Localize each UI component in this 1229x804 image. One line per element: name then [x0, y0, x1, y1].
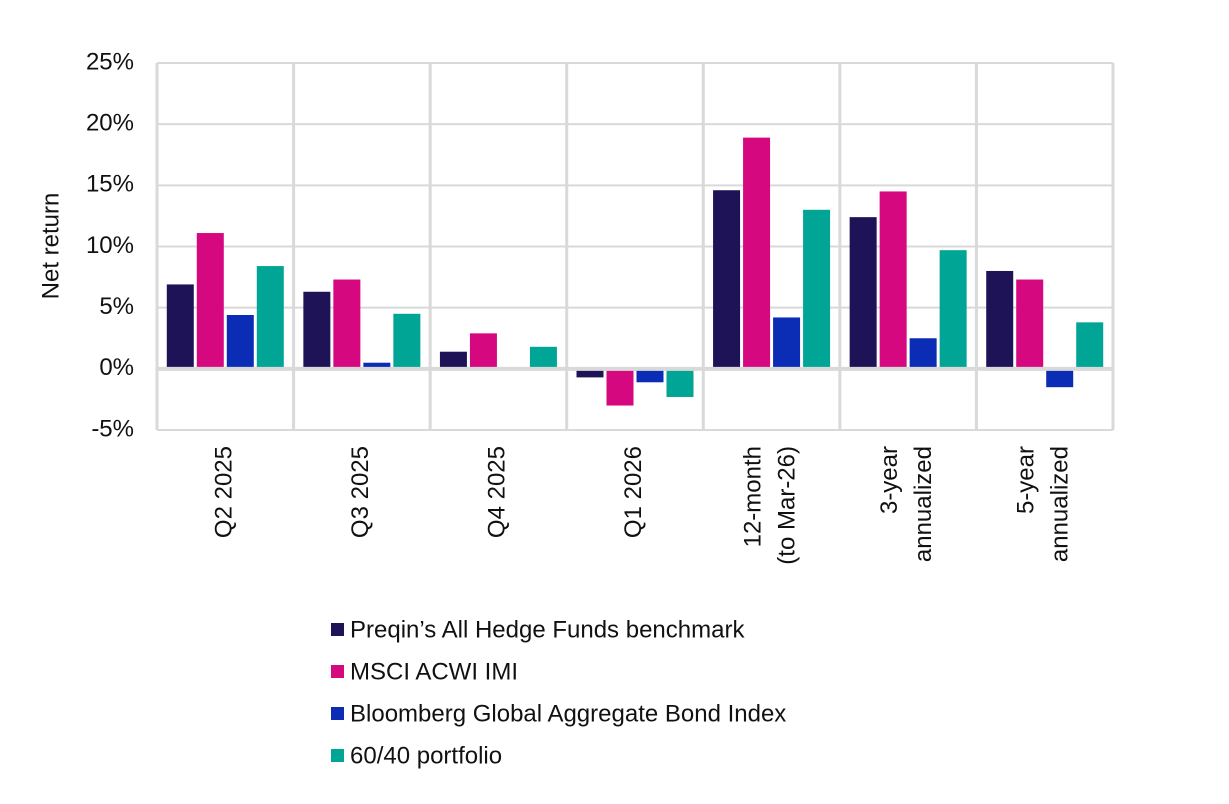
bar — [393, 313, 421, 369]
bar — [849, 217, 877, 369]
y-tick-label: 5% — [99, 293, 134, 320]
bar — [333, 279, 361, 369]
bar — [303, 291, 331, 369]
bar — [529, 346, 557, 369]
x-tick-label: Q4 2025 — [484, 446, 511, 538]
bar — [986, 270, 1014, 369]
x-tick-label-line: annualized — [1047, 446, 1074, 562]
bar — [196, 233, 224, 369]
legend-swatch — [331, 623, 344, 636]
y-tick-label: 25% — [86, 48, 134, 75]
x-tick-label-line: Q2 2025 — [211, 446, 238, 538]
bar — [939, 250, 967, 369]
y-tick-label: 10% — [86, 232, 134, 259]
legend-label: Preqin’s All Hedge Funds benchmark — [350, 616, 745, 643]
bar — [439, 351, 467, 369]
x-tick-label: Q1 2026 — [620, 446, 647, 538]
bar — [879, 191, 907, 369]
x-tick-label: Q3 2025 — [347, 446, 374, 538]
bar — [636, 368, 664, 383]
legend-label: Bloomberg Global Aggregate Bond Index — [350, 700, 786, 727]
x-tick-label-line: 3-year — [876, 446, 903, 514]
bar — [803, 209, 831, 369]
legend-swatch — [331, 707, 344, 720]
y-tick-label: 0% — [99, 354, 134, 381]
bar — [1076, 322, 1104, 369]
bar — [166, 284, 194, 369]
y-tick-label: 15% — [86, 171, 134, 198]
x-tick-label: 3-year annualized — [876, 446, 937, 562]
legend-swatch — [331, 749, 344, 762]
x-tick-label-line: Q1 2026 — [620, 446, 647, 538]
bar — [909, 338, 937, 369]
bar — [1016, 279, 1044, 369]
x-tick-label: 12-month (to Mar-26) — [740, 446, 801, 565]
x-tick-label-line: 5-year — [1013, 446, 1040, 514]
bar — [606, 368, 634, 406]
bar — [226, 315, 254, 369]
x-tick-label-line: (to Mar-26) — [774, 446, 801, 565]
bar — [773, 317, 801, 369]
bar — [576, 368, 604, 378]
x-tick-label-line: Q4 2025 — [484, 446, 511, 538]
bar — [666, 368, 694, 397]
legend-label: MSCI ACWI IMI — [350, 658, 518, 685]
x-tick-label-line: 12-month — [740, 446, 767, 547]
y-tick-label: -5% — [91, 415, 134, 442]
bar — [743, 137, 771, 369]
bar — [363, 362, 391, 369]
bar — [713, 190, 741, 369]
x-tick-label: Q2 2025 — [211, 446, 238, 538]
bar — [469, 333, 497, 369]
legend-label: 60/40 portfolio — [350, 742, 502, 769]
x-tick-label-line: Q3 2025 — [347, 446, 374, 538]
y-axis-label: Net return — [37, 193, 64, 300]
bar — [256, 266, 284, 369]
y-tick-label: 20% — [86, 110, 134, 137]
legend-swatch — [331, 665, 344, 678]
x-tick-label-line: annualized — [910, 446, 937, 562]
x-tick-label: 5-year annualized — [1013, 446, 1074, 562]
bar — [1046, 368, 1074, 388]
